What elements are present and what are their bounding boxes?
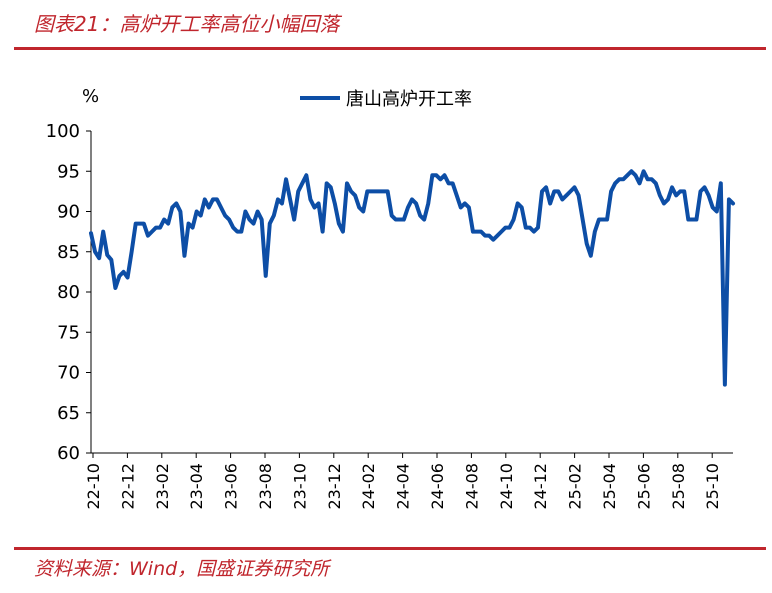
y-tick-label: 65 bbox=[57, 403, 80, 424]
x-tick-label: 23-08 bbox=[256, 463, 275, 510]
x-tick-label: 24-04 bbox=[394, 463, 413, 510]
x-tick-label: 24-02 bbox=[359, 463, 378, 510]
y-axis-unit-label: % bbox=[82, 86, 99, 107]
x-tick-label: 24-06 bbox=[428, 463, 447, 510]
y-tick-label: 70 bbox=[57, 363, 80, 384]
bottom-divider bbox=[14, 547, 766, 550]
source-note: 资料来源：Wind，国盛证券研究所 bbox=[34, 558, 330, 580]
x-tick-label: 25-04 bbox=[600, 463, 619, 510]
x-tick-label: 23-10 bbox=[290, 463, 309, 510]
top-divider bbox=[14, 47, 766, 50]
x-tick-label: 23-04 bbox=[187, 463, 206, 510]
series-line-tangshan-blast-furnace bbox=[89, 169, 735, 387]
series-group bbox=[89, 169, 735, 387]
x-tick-label: 23-12 bbox=[325, 463, 344, 510]
y-tick-label: 60 bbox=[57, 443, 80, 464]
legend: 唐山高炉开工率 bbox=[300, 89, 472, 110]
y-tick-label: 80 bbox=[57, 282, 80, 303]
legend-label: 唐山高炉开工率 bbox=[346, 89, 472, 110]
y-tick-label: 85 bbox=[57, 242, 80, 263]
y-tick-label: 75 bbox=[57, 322, 80, 343]
figure-title: 图表21：高炉开工率高位小幅回落 bbox=[34, 12, 340, 36]
x-tick-label: 25-10 bbox=[703, 463, 722, 510]
x-tick-label: 24-08 bbox=[462, 463, 481, 510]
x-axis-ticks: 22-10 22-12 23-02 23-04 23-06 23-08 23-10 23-12… bbox=[84, 453, 722, 510]
y-tick-label: 95 bbox=[57, 161, 80, 182]
x-tick-label: 22-12 bbox=[118, 463, 137, 510]
x-tick-label: 24-12 bbox=[531, 463, 550, 510]
x-tick-label: 23-02 bbox=[153, 463, 172, 510]
x-tick-label: 25-06 bbox=[634, 463, 653, 510]
x-tick-label: 25-02 bbox=[566, 463, 585, 510]
y-axis-ticks: 60 65 70 75 80 85 90 95 100 bbox=[46, 121, 91, 464]
x-tick-label: 24-10 bbox=[497, 463, 516, 510]
y-tick-label: 90 bbox=[57, 202, 80, 223]
x-tick-label: 25-08 bbox=[669, 463, 688, 510]
x-tick-label: 22-10 bbox=[84, 463, 103, 510]
y-tick-label: 100 bbox=[46, 121, 80, 142]
x-tick-label: 23-06 bbox=[222, 463, 241, 510]
